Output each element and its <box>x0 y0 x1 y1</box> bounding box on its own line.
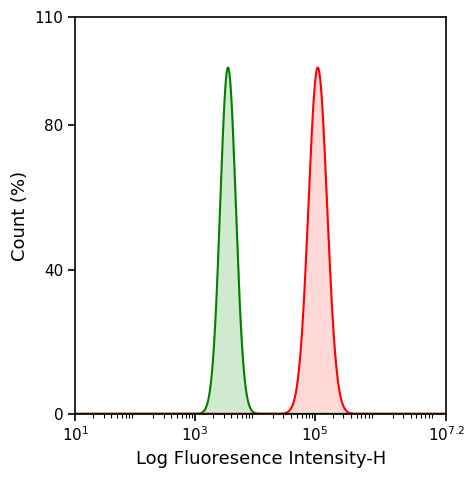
Y-axis label: Count (%): Count (%) <box>11 171 29 261</box>
X-axis label: Log Fluoresence Intensity-H: Log Fluoresence Intensity-H <box>136 450 386 468</box>
